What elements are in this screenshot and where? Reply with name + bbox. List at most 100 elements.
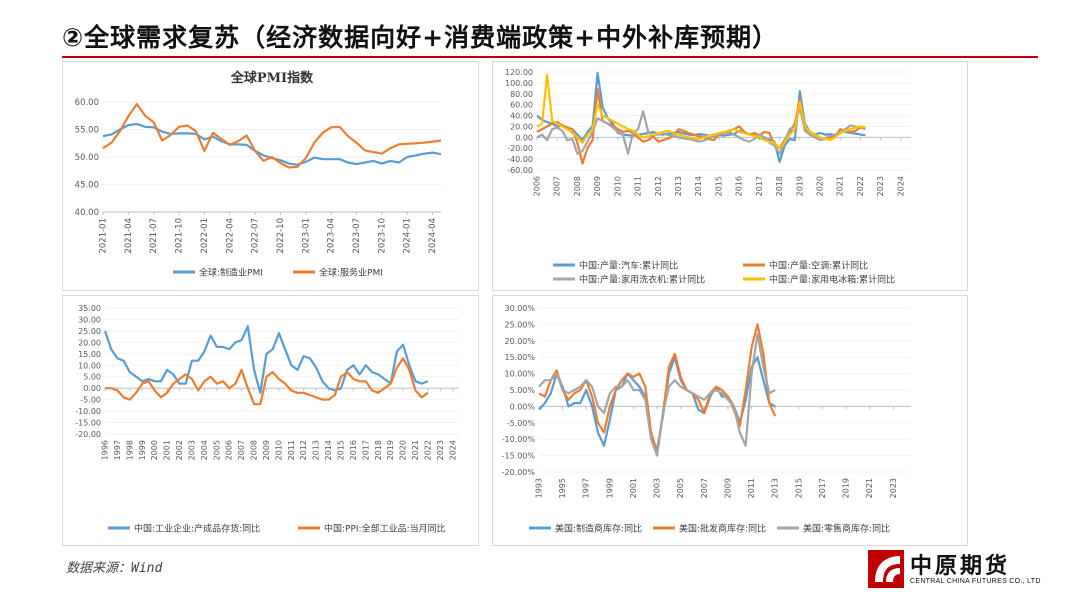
y-tick-label: 50.00 <box>75 153 99 163</box>
y-tick-label: 55.00 <box>75 126 99 136</box>
x-tick-label: 2023-10 <box>377 218 387 254</box>
x-tick-label: 2021-10 <box>175 218 185 254</box>
x-tick-label: 2013 <box>771 478 780 498</box>
y-tick-label: 30.00% <box>504 304 535 313</box>
x-tick-label: 2018 <box>775 176 784 196</box>
chart-china-inventory: -20.00 -15.00 -10.00 -5.00 0.00 5.00 10.00 15.0… <box>75 304 459 535</box>
y-tick-label: 20.00 <box>510 122 533 131</box>
y-tick-label: -20.00 <box>75 430 101 439</box>
y-tick-label: 60.00 <box>510 101 533 110</box>
legend-label: 中国:产量:家用电冰箱:累计同比 <box>769 274 895 286</box>
x-tick-label: 2012 <box>654 176 663 196</box>
y-tick-label: 120.00 <box>505 68 533 77</box>
x-tick-label: 2022 <box>423 440 432 460</box>
legend-label: 中国:PPI:全部工业品:当月同比 <box>324 523 446 535</box>
x-tick-label: 2021 <box>865 478 874 498</box>
x-tick-label: 1996 <box>101 440 110 460</box>
y-tick-label: -15.00 <box>75 419 101 428</box>
x-tick-label: 2022 <box>856 176 865 196</box>
y-tick-label: 20.00% <box>504 337 535 346</box>
x-tick-label: 2003 <box>653 478 662 498</box>
x-tick-label: 2021-01 <box>99 218 109 254</box>
y-tick-label: -15.00% <box>502 452 536 461</box>
x-tick-label: 2022-04 <box>225 218 235 254</box>
x-tick-label: 2023 <box>876 176 885 196</box>
series-line <box>536 106 866 155</box>
x-tick-label: 1997 <box>582 478 591 498</box>
x-tick-label: 2001 <box>163 440 172 460</box>
x-tick-label: 2019 <box>842 478 851 498</box>
x-tick-label: 2003 <box>187 440 196 460</box>
data-source-note: 数据来源：Wind <box>66 561 163 576</box>
x-tick-label: 2008 <box>573 176 582 196</box>
y-tick-label: 30.00 <box>78 315 101 324</box>
y-tick-label: -40.00 <box>507 155 533 164</box>
x-tick-label: 1999 <box>605 478 614 498</box>
x-tick-label: 2002 <box>175 440 184 460</box>
y-tick-label: 80.00 <box>510 90 533 99</box>
y-tick-label: 25.00 <box>78 327 101 336</box>
x-tick-label: 2009 <box>723 478 732 498</box>
chart-panel-pmi: 全球PMI指数 40.00 45.00 50.00 55.00 60.00 2021-01 2… <box>62 61 479 291</box>
x-tick-label: 2021-07 <box>149 218 159 254</box>
y-tick-label: 0.00 <box>515 133 533 142</box>
x-tick-label: 2015 <box>714 176 723 196</box>
x-tick-label: 2022-10 <box>276 218 286 254</box>
y-tick-label: 15.00 <box>78 350 101 359</box>
x-tick-label: 2015 <box>337 440 346 460</box>
chart-us-inventory: -20.00% -15.00% -10.00% -5.00% 0.00% 5.00% 10.… <box>502 304 911 535</box>
y-tick-label: 15.00% <box>504 353 535 362</box>
x-tick-label: 2007 <box>237 440 246 460</box>
y-tick-label: -10.00% <box>502 435 536 444</box>
y-tick-label: 10.00 <box>78 361 101 370</box>
series-line <box>102 103 442 169</box>
x-tick-label: 2019 <box>795 176 804 196</box>
x-tick-label: 2023 <box>436 440 445 460</box>
x-tick-label: 2023-07 <box>352 218 362 254</box>
logo-mark-icon <box>868 550 904 588</box>
x-tick-label: 2017 <box>755 176 764 196</box>
x-tick-label: 2021-04 <box>124 218 134 254</box>
series-line <box>105 357 429 406</box>
chart-panel-us-inventory: -20.00% -15.00% -10.00% -5.00% 0.00% 5.00% 10.… <box>492 295 968 546</box>
company-logo: 中原期货 CENTRAL CHINA FUTURES CO., LTD <box>866 548 1040 592</box>
x-tick-label: 2006 <box>533 176 542 196</box>
x-tick-label: 2024-01 <box>403 218 413 254</box>
x-tick-label: 2006 <box>225 440 234 460</box>
x-tick-label: 2013 <box>674 176 683 196</box>
legend-label: 美国:批发商库存:同比 <box>679 523 766 535</box>
y-tick-label: -5.00% <box>507 419 536 428</box>
chart-panel-china-inventory: -20.00 -15.00 -10.00 -5.00 0.00 5.00 10.00 15.0… <box>62 295 479 546</box>
y-tick-label: 45.00 <box>75 181 99 191</box>
x-tick-label: 2014 <box>694 176 703 196</box>
x-tick-label: 2010 <box>274 440 283 460</box>
legend-label: 中国:产量:家用洗衣机:累计同比 <box>579 274 705 286</box>
legend-label: 中国:产量:汽车:累计同比 <box>579 260 678 272</box>
x-tick-label: 2011 <box>287 440 296 460</box>
x-tick-label: 2007 <box>553 176 562 196</box>
x-tick-label: 2019 <box>386 440 395 460</box>
title-underline <box>62 56 1038 58</box>
logo-text-cn: 中原期货 <box>910 553 1011 579</box>
x-tick-label: 2022-01 <box>200 218 210 254</box>
x-tick-label: 2017 <box>361 440 370 460</box>
y-tick-label: -5.00 <box>80 396 101 405</box>
x-tick-label: 2000 <box>150 440 159 460</box>
y-tick-label: -20.00% <box>502 468 536 477</box>
x-tick-label: 2020 <box>816 176 825 196</box>
x-tick-label: 2009 <box>262 440 271 460</box>
x-tick-label: 2007 <box>700 478 709 498</box>
y-tick-label: 100.00 <box>505 79 533 88</box>
x-tick-label: 2016 <box>735 176 744 196</box>
chart-pmi: 全球PMI指数 40.00 45.00 50.00 55.00 60.00 2021-01 2… <box>75 70 442 279</box>
y-tick-label: 5.00% <box>510 386 536 395</box>
x-tick-label: 2011 <box>747 478 756 498</box>
y-tick-label: 20.00 <box>78 338 101 347</box>
x-tick-label: 2010 <box>613 176 622 196</box>
series-line <box>102 122 442 166</box>
legend-label: 中国:产量:空调:累计同比 <box>769 260 868 272</box>
x-tick-label: 2011 <box>634 176 643 196</box>
x-tick-label: 2024-04 <box>428 218 438 254</box>
x-tick-label: 2023 <box>889 478 898 498</box>
